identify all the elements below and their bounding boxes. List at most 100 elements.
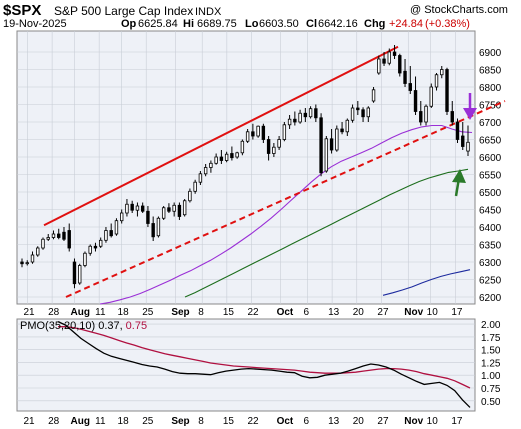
price-tick-label: 6350 bbox=[479, 241, 502, 252]
candle-up bbox=[114, 220, 119, 235]
candle-up bbox=[245, 131, 250, 142]
x-tick-label: 15 bbox=[223, 416, 235, 427]
x-tick-label: 6 bbox=[303, 416, 309, 427]
change-label: Chg bbox=[364, 18, 385, 30]
x-tick-label: Nov bbox=[404, 416, 423, 427]
price-tick-label: 6400 bbox=[479, 223, 502, 234]
price-tick-label: 6600 bbox=[479, 153, 502, 164]
pmo-tick-label: 2.00 bbox=[481, 320, 501, 331]
pmo-signal-line bbox=[58, 326, 471, 389]
candle-up bbox=[51, 233, 56, 238]
candle-up bbox=[282, 124, 287, 140]
candle-down bbox=[382, 58, 386, 64]
x-tick-label: 8 bbox=[198, 307, 204, 318]
ma-long-line bbox=[382, 269, 471, 296]
pmo-line bbox=[57, 321, 471, 408]
pmo-tick-label: 1.25 bbox=[481, 358, 501, 369]
pmo-panel: 2.00 1.75 1.501.25 1.00 0.75 0.50 PMO(35,20,1… bbox=[16, 318, 501, 412]
x-tick-label: 28 bbox=[48, 416, 60, 427]
open-value: 6625.84 bbox=[138, 18, 178, 30]
price-tick-label: 6850 bbox=[479, 66, 502, 77]
price-tick-label: 6250 bbox=[479, 276, 502, 287]
candle-up bbox=[335, 128, 339, 151]
x-tick-label: 18 bbox=[118, 307, 130, 318]
x-tick-label: 11 bbox=[95, 416, 106, 427]
price-axis: 6200 6250 6300 6350 6400 6450 6500 6550 6600 6650… bbox=[479, 48, 502, 304]
x-tick-label: 15 bbox=[223, 307, 235, 318]
candle-up bbox=[429, 86, 433, 107]
candle-down bbox=[356, 107, 360, 111]
candle-down bbox=[93, 245, 98, 249]
candle-down bbox=[340, 128, 344, 133]
candle-down bbox=[130, 203, 134, 211]
channel-upper-line bbox=[43, 45, 399, 227]
x-tick-label: 20 bbox=[353, 307, 365, 318]
price-tick-label: 6900 bbox=[479, 48, 502, 59]
candle-down bbox=[261, 125, 266, 140]
pmo-tick-label: 0.50 bbox=[481, 397, 501, 408]
candle-down bbox=[62, 231, 66, 240]
x-tick-label: 13 bbox=[328, 416, 340, 427]
candle-down bbox=[329, 138, 334, 151]
channel-lower-line bbox=[65, 100, 506, 298]
pmo-panel-background bbox=[16, 318, 476, 412]
candle-down bbox=[167, 207, 171, 212]
green-up-arrow bbox=[452, 169, 466, 197]
price-tick-label: 6300 bbox=[479, 258, 502, 269]
x-tick-label: 6 bbox=[303, 307, 309, 318]
candle-up bbox=[224, 153, 229, 161]
candle-up bbox=[41, 238, 45, 249]
x-tick-label: 8 bbox=[198, 416, 204, 427]
candle-up bbox=[119, 212, 124, 222]
x-tick-label: 17 bbox=[451, 416, 463, 427]
price-tick-label: 6200 bbox=[479, 293, 502, 304]
candle-down bbox=[314, 108, 318, 119]
x-tick-label: 20 bbox=[353, 416, 365, 427]
candle-down bbox=[109, 230, 113, 237]
x-tick-label: 18 bbox=[118, 416, 130, 427]
exchange: INDX bbox=[195, 6, 222, 18]
candle-down bbox=[57, 233, 61, 238]
candle-up bbox=[440, 69, 444, 76]
ma-mid-line bbox=[184, 168, 469, 298]
open-label: Op bbox=[121, 18, 137, 30]
candle-down bbox=[408, 83, 412, 91]
candle-down bbox=[461, 135, 465, 147]
candle-up bbox=[371, 89, 376, 102]
close-value: 6642.16 bbox=[318, 18, 358, 30]
x-tick-label: 17 bbox=[451, 307, 463, 318]
candle-down bbox=[445, 69, 449, 112]
candle-up bbox=[240, 140, 245, 154]
candle-up bbox=[287, 118, 292, 126]
change-value: +24.84 bbox=[389, 18, 423, 30]
candle-up bbox=[88, 245, 92, 254]
candlesticks bbox=[20, 45, 470, 289]
pmo-tick-label: 1.00 bbox=[481, 371, 501, 382]
candle-up bbox=[104, 230, 108, 241]
candle-down bbox=[251, 131, 255, 137]
x-tick-label: 21 bbox=[23, 307, 35, 318]
price-tick-label: 6650 bbox=[479, 136, 502, 147]
candle-up bbox=[25, 262, 29, 265]
pmo-grid bbox=[17, 323, 475, 402]
candle-down bbox=[266, 139, 271, 154]
purple-down-arrow bbox=[463, 93, 477, 120]
candle-up bbox=[298, 112, 302, 123]
x-tick-label: Aug bbox=[71, 416, 90, 427]
candle-up bbox=[156, 217, 161, 237]
candle-up bbox=[308, 108, 313, 118]
candle-down bbox=[177, 204, 182, 217]
x-tick-label: 10 bbox=[427, 307, 439, 318]
candle-down bbox=[413, 90, 418, 112]
watermark: @ StockCharts.com bbox=[410, 4, 508, 16]
candle-up bbox=[182, 200, 187, 216]
candle-up bbox=[99, 239, 103, 247]
x-tick-label: 25 bbox=[142, 416, 154, 427]
candle-up bbox=[83, 252, 87, 266]
x-tick-label: 25 bbox=[142, 307, 154, 318]
price-tick-label: 6550 bbox=[479, 171, 502, 182]
annotation-arrows bbox=[452, 93, 477, 197]
candle-down bbox=[403, 70, 407, 84]
change-percent: (+0.38%) bbox=[425, 18, 470, 30]
